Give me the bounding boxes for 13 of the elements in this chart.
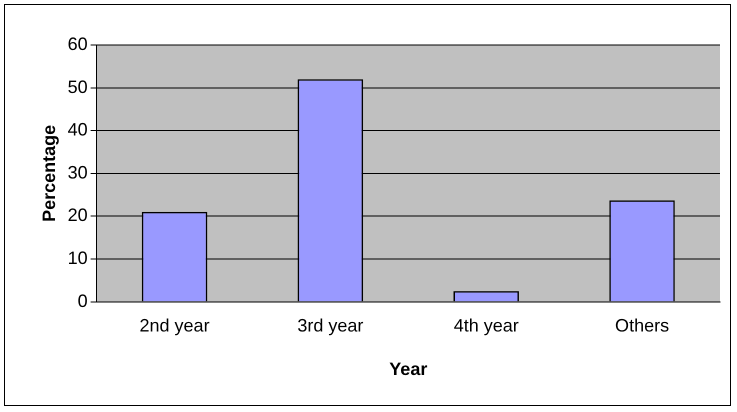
y-tick-label: 10 bbox=[68, 248, 88, 268]
y-tick-label: 50 bbox=[68, 76, 88, 97]
x-tick-label: 2nd year bbox=[140, 316, 210, 336]
y-tick-label: 20 bbox=[68, 205, 88, 226]
x-tick-label: 4th year bbox=[454, 316, 519, 336]
x-tick-label: Others bbox=[615, 316, 670, 336]
y-tick-label: 60 bbox=[68, 34, 88, 54]
y-tick-label: 0 bbox=[78, 290, 88, 311]
y-tick-label: 40 bbox=[68, 120, 88, 140]
x-axis-title: Year bbox=[389, 359, 428, 380]
y-tick-label: 30 bbox=[68, 162, 88, 182]
x-tick-label: 3rd year bbox=[297, 316, 364, 336]
y-axis-title: Percentage bbox=[38, 124, 59, 222]
